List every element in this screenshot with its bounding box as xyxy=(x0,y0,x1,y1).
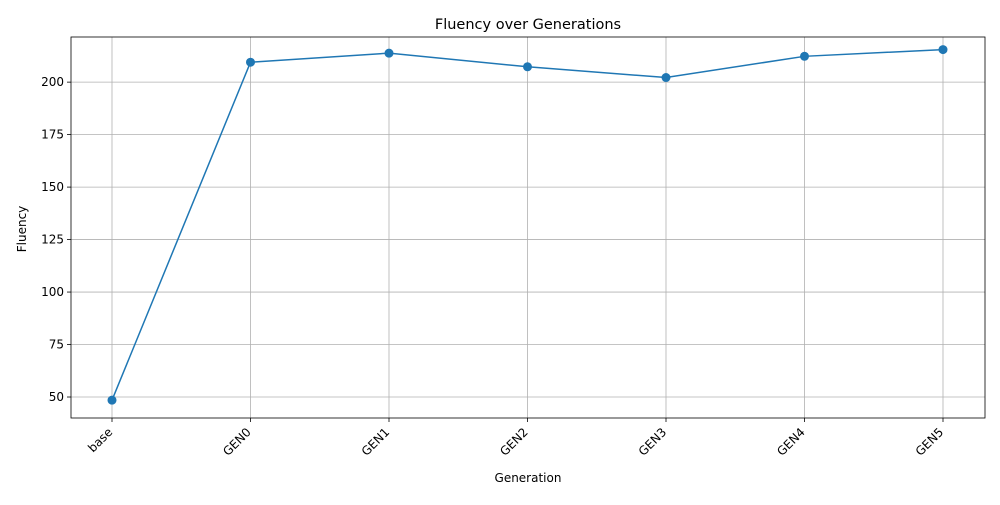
data-point xyxy=(246,57,255,67)
chart-title: Fluency over Generations xyxy=(435,17,621,33)
y-tick-label: 50 xyxy=(49,390,64,404)
data-point xyxy=(800,51,809,61)
data-point xyxy=(661,73,671,83)
data-point xyxy=(107,395,117,405)
data-point xyxy=(938,45,948,55)
y-axis-ticks: 50 75 100 125 150 175 200 xyxy=(41,75,71,404)
y-tick-label: 100 xyxy=(41,285,64,299)
series-layer xyxy=(107,45,948,405)
y-axis-label: Fluency xyxy=(15,206,29,253)
y-gridlines xyxy=(71,81,985,398)
x-axis-label: Generation xyxy=(495,471,562,485)
data-point xyxy=(384,48,394,58)
data-point xyxy=(523,62,532,72)
y-tick-label: 75 xyxy=(49,338,64,352)
x-gridlines xyxy=(111,37,944,418)
y-tick-label: 175 xyxy=(41,128,64,142)
y-tick-label: 125 xyxy=(41,233,64,247)
y-tick-label: 200 xyxy=(41,75,64,89)
plot-frame xyxy=(70,36,986,419)
y-tick-label: 150 xyxy=(41,180,64,194)
